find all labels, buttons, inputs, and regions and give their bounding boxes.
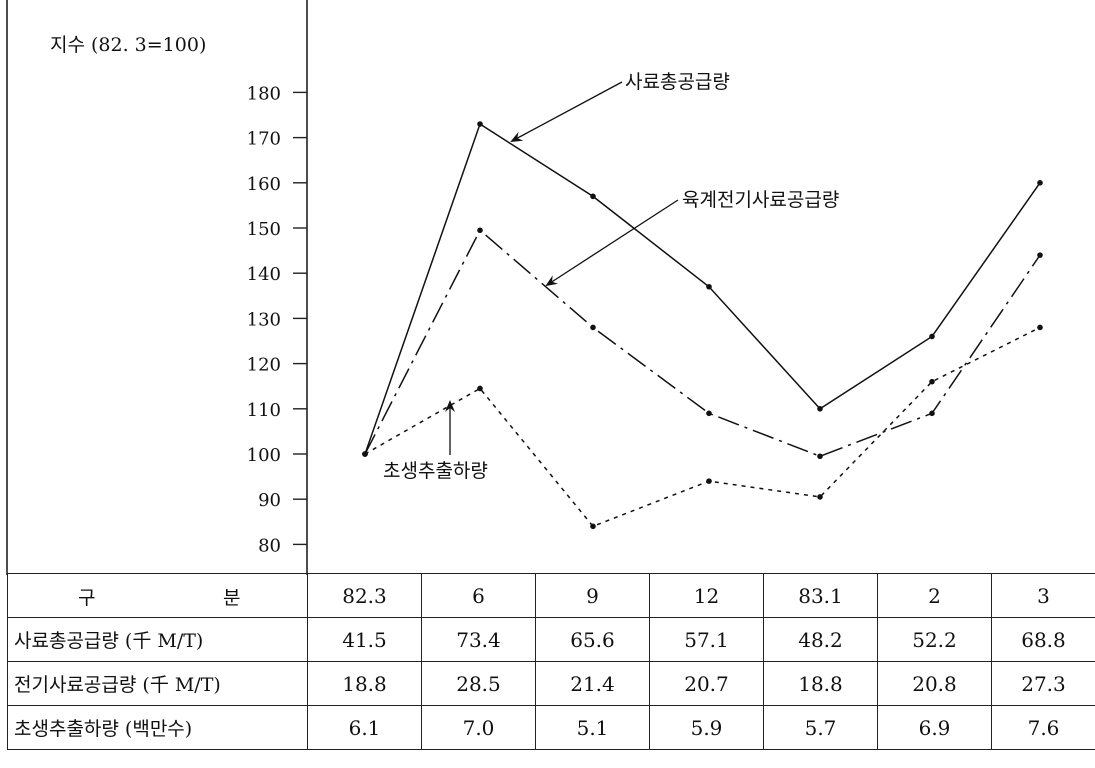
y-tick-label: 90 — [258, 490, 281, 511]
table-cell: 52.2 — [877, 617, 992, 662]
table-row: 사료총공급량 (千 M/T) 41.5 73.4 65.6 57.1 48.2 … — [7, 617, 1095, 662]
table-cell: 20.8 — [877, 661, 992, 706]
series-layer — [362, 121, 1043, 530]
y-tick-label: 170 — [247, 129, 281, 150]
y-tick-label: 120 — [247, 355, 281, 376]
table-cell: 18.8 — [763, 661, 878, 706]
table-cell: 7.6 — [991, 705, 1095, 750]
y-tick-label: 100 — [247, 445, 281, 466]
series-line-1 — [364, 229, 1041, 458]
line-chart: 80 90 100 110 120 130 140 150 160 170 180 사료총공급량육계… — [6, 0, 1043, 575]
series-annotation-label: 초생추출하량 — [383, 460, 488, 482]
data-point — [362, 451, 368, 457]
data-table: 구 분 82.3 6 9 12 83.1 2 3 사료총공급량 (千 M/T) … — [7, 573, 1095, 750]
y-tick-label: 160 — [247, 174, 281, 195]
series-annotation-label: 사료총공급량 — [625, 71, 730, 93]
column-header: 6 — [421, 573, 536, 618]
table-cell: 5.9 — [649, 705, 764, 750]
table-cell: 41.5 — [307, 617, 422, 662]
y-axis-ticks: 80 90 100 110 120 130 140 150 160 170 180 — [247, 83, 307, 556]
table-cell: 48.2 — [763, 617, 878, 662]
table-cell: 73.4 — [421, 617, 536, 662]
data-point — [590, 324, 596, 331]
y-tick-label: 110 — [247, 400, 281, 421]
column-header: 2 — [877, 573, 992, 618]
table-cell: 20.7 — [649, 661, 764, 706]
data-point — [817, 494, 823, 500]
data-point — [929, 333, 935, 340]
table-cell: 65.6 — [535, 617, 650, 662]
data-point — [477, 121, 483, 127]
corner-label-left: 구 — [78, 587, 96, 609]
series-annotation-label: 육계전기사료공급량 — [682, 189, 839, 211]
series-line-2 — [364, 326, 1041, 528]
annotation-arrow — [510, 81, 623, 142]
corner-label-right: 분 — [223, 587, 241, 609]
annotation-arrow — [545, 199, 679, 287]
table-cell: 27.3 — [991, 661, 1095, 706]
data-point — [817, 453, 823, 460]
table-cell: 6.9 — [877, 705, 992, 750]
y-tick-label: 150 — [247, 219, 281, 240]
column-header: 82.3 — [307, 573, 422, 618]
table-cell: 5.7 — [763, 705, 878, 750]
y-axis-title: 지수 (82. 3=100) — [50, 34, 207, 56]
row-label: 전기사료공급량 (千 M/T) — [7, 661, 308, 706]
data-point — [929, 410, 935, 417]
y-tick-label: 140 — [247, 264, 281, 285]
data-point — [477, 227, 483, 234]
column-header: 9 — [535, 573, 650, 618]
data-point — [929, 378, 935, 385]
row-label: 사료총공급량 (千 M/T) — [7, 617, 308, 662]
table-cell: 6.1 — [307, 705, 422, 750]
table-cell: 57.1 — [649, 617, 764, 662]
table-row: 전기사료공급량 (千 M/T) 18.8 28.5 21.4 20.7 18.8… — [7, 661, 1095, 706]
table-cell: 21.4 — [535, 661, 650, 706]
y-tick-label: 130 — [247, 309, 281, 330]
table-cell: 68.8 — [991, 617, 1095, 662]
row-label: 초생추출하량 (백만수) — [7, 705, 308, 750]
table-cell: 28.5 — [421, 661, 536, 706]
data-point — [706, 410, 712, 417]
data-point — [706, 283, 712, 290]
data-point — [590, 523, 596, 530]
table-corner: 구 분 — [7, 573, 308, 618]
table-cell: 5.1 — [535, 705, 650, 750]
table-cell: 7.0 — [421, 705, 536, 750]
table-row: 초생추출하량 (백만수) 6.1 7.0 5.1 5.9 5.7 6.9 7.6 — [7, 705, 1095, 750]
data-point — [817, 406, 823, 412]
table-cell: 18.8 — [307, 661, 422, 706]
data-point — [1037, 324, 1043, 331]
data-point — [1037, 180, 1043, 186]
data-point — [477, 385, 483, 392]
data-point — [706, 478, 712, 484]
data-point — [1037, 252, 1043, 258]
column-header: 83.1 — [763, 573, 878, 618]
y-tick-label: 80 — [258, 535, 281, 556]
column-header: 12 — [649, 573, 764, 618]
y-tick-label: 180 — [247, 83, 281, 104]
column-header: 3 — [991, 573, 1095, 618]
table-header-row: 구 분 82.3 6 9 12 83.1 2 3 — [7, 573, 1095, 618]
data-point — [590, 193, 596, 200]
